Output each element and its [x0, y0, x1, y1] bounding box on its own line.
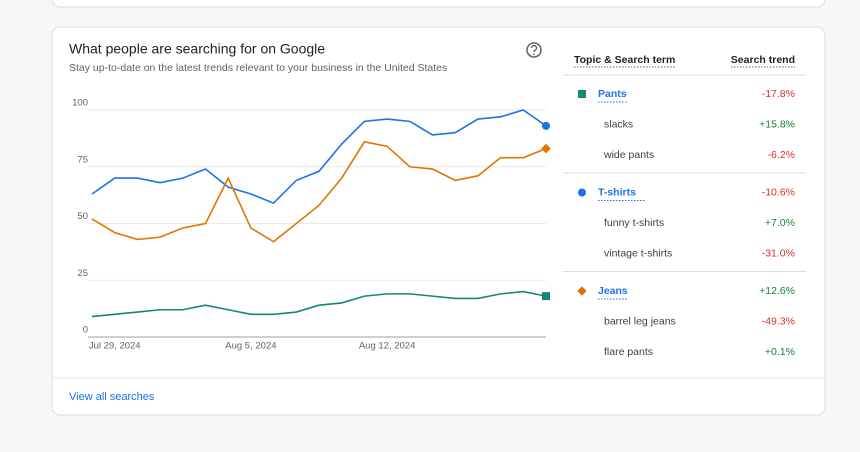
topic-link[interactable]: Jeans	[598, 285, 628, 297]
trend-value: +7.0%	[765, 217, 795, 229]
end-marker	[541, 143, 551, 154]
topic-icon	[577, 286, 587, 296]
y-tick-label: 25	[77, 268, 88, 279]
series-line	[91, 290, 547, 318]
trend-value: -31.0%	[762, 247, 795, 259]
search-term: flare pants	[604, 346, 653, 358]
series-line	[91, 109, 547, 205]
x-tick-label: Aug 5, 2024	[225, 341, 276, 352]
card	[51, 26, 826, 416]
previous-card	[51, 0, 826, 8]
end-marker	[542, 292, 550, 301]
y-tick-label: 0	[83, 325, 88, 336]
trend-value: +0.1%	[765, 346, 795, 358]
x-tick-label: Jul 29, 2024	[89, 341, 141, 352]
table-header: Search trend	[731, 54, 795, 66]
topic-icon	[578, 90, 586, 98]
topic-icon	[578, 188, 586, 197]
search-term: wide pants	[603, 149, 654, 161]
trend-value: +12.6%	[759, 285, 795, 297]
trend-value: +15.8%	[759, 118, 795, 130]
trend-value: -49.3%	[762, 315, 795, 327]
series-line	[91, 140, 547, 243]
help-icon[interactable]	[526, 42, 542, 58]
topic-link[interactable]: T-shirts	[598, 186, 636, 198]
y-tick-label: 75	[77, 154, 88, 165]
view-all-link[interactable]: View all searches	[69, 391, 155, 403]
search-term: vintage t-shirts	[604, 247, 672, 259]
card-subtitle: Stay up-to-date on the latest trends rel…	[69, 62, 447, 74]
y-tick-label: 100	[72, 98, 88, 109]
search-term: funny t-shirts	[604, 217, 664, 229]
trend-value: -17.8%	[762, 88, 795, 100]
table-header: Topic & Search term	[574, 54, 675, 66]
card-title: What people are searching for on Google	[69, 41, 325, 57]
help-glyph[interactable]	[530, 44, 538, 53]
trend-value: -6.2%	[768, 149, 795, 161]
end-marker	[542, 121, 550, 130]
x-tick-label: Aug 12, 2024	[359, 341, 416, 352]
trend-value: -10.6%	[762, 186, 795, 198]
help-circle[interactable]	[526, 42, 542, 58]
help-dot[interactable]	[533, 53, 535, 56]
search-term: barrel leg jeans	[604, 315, 676, 327]
search-term: slacks	[604, 118, 633, 130]
topic-link[interactable]: Pants	[598, 88, 627, 100]
y-tick-label: 50	[77, 211, 88, 222]
